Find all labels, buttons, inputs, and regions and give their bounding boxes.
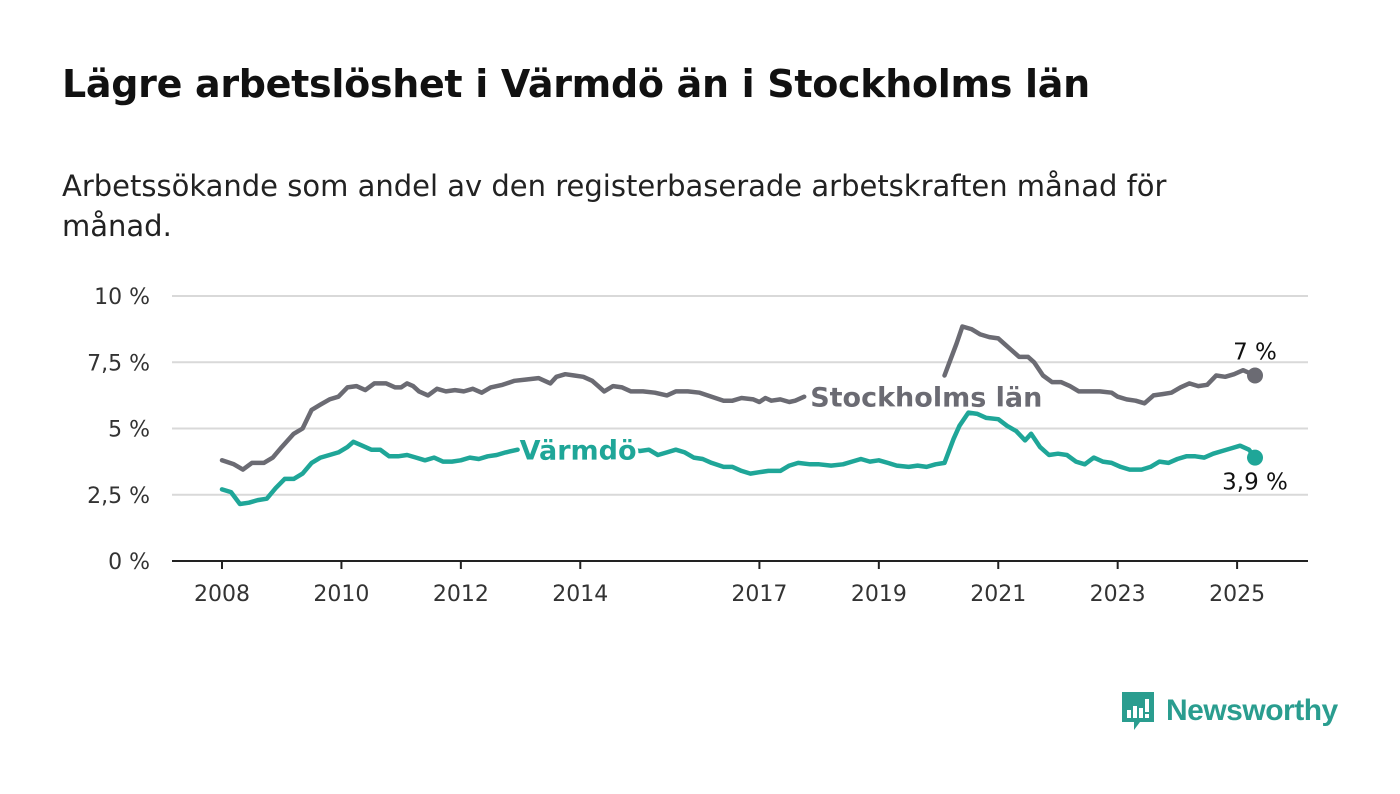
- x-tick-label: 2012: [433, 582, 489, 607]
- brand-logo: Newsworthy: [1120, 690, 1338, 732]
- x-tick-label: 2023: [1090, 582, 1146, 607]
- x-axis-ticks: 2008 2010 2012 2014 2017 2019 2021 2023 2025: [194, 561, 1265, 607]
- y-tick-label: 2,5 %: [87, 484, 150, 509]
- series-labels: Stockholms län Värmdö 7 % 3,9 %: [517, 340, 1288, 496]
- x-tick-label: 2014: [552, 582, 608, 607]
- series-label-stockholms-lan: Stockholms län: [810, 383, 1042, 414]
- series-line-stockholms-lan: [942, 324, 1258, 406]
- end-point-varmdo: [1247, 449, 1264, 466]
- series-line-varmdo: [219, 439, 520, 507]
- series-line-stockholms-lan: [219, 371, 807, 472]
- y-tick-label: 10 %: [94, 285, 150, 310]
- series-lines: [219, 324, 1264, 507]
- end-value-label-varmdo: 3,9 %: [1222, 470, 1288, 496]
- x-tick-label: 2025: [1209, 582, 1265, 607]
- series-line-varmdo: [628, 410, 1258, 476]
- y-tick-label: 0 %: [108, 550, 150, 575]
- x-tick-label: 2010: [313, 582, 369, 607]
- x-tick-label: 2017: [731, 582, 787, 607]
- y-axis-ticks: 0 % 2,5 % 5 % 7,5 % 10 %: [87, 285, 150, 575]
- x-tick-label: 2019: [851, 582, 907, 607]
- brand-name: Newsworthy: [1166, 694, 1338, 727]
- y-tick-label: 7,5 %: [87, 351, 150, 376]
- chart-subtitle: Arbetssökande som andel av den registerb…: [62, 169, 1167, 243]
- series-label-varmdo: Värmdö: [520, 436, 637, 467]
- grid-lines: [172, 295, 1308, 562]
- y-tick-label: 5 %: [108, 418, 150, 443]
- end-point-stockholms-lan: [1247, 367, 1264, 384]
- newsworthy-logo-icon: [1122, 692, 1154, 730]
- chart-title: Lägre arbetslöshet i Värmdö än i Stockho…: [62, 62, 1090, 106]
- x-tick-label: 2008: [194, 582, 250, 607]
- end-value-label-stockholms-lan: 7 %: [1233, 340, 1277, 366]
- x-tick-label: 2021: [970, 582, 1026, 607]
